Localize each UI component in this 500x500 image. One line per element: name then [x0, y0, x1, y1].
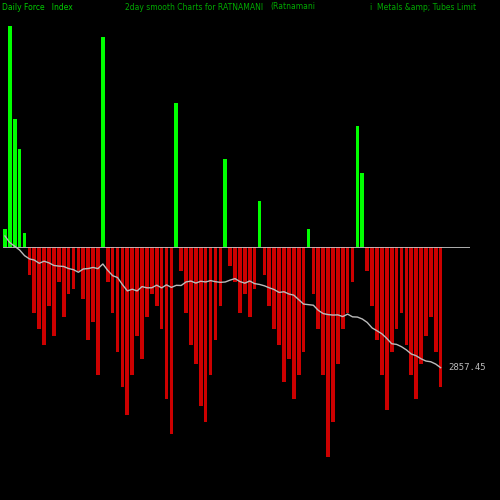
Bar [272, 248, 276, 329]
Bar [316, 248, 320, 329]
Bar [238, 248, 242, 312]
Bar [126, 248, 129, 415]
Bar [366, 248, 369, 270]
Bar [228, 248, 232, 266]
Bar [82, 248, 85, 298]
Bar [429, 248, 432, 317]
Bar [96, 248, 100, 376]
Text: 2857.45: 2857.45 [448, 363, 486, 372]
Bar [434, 248, 438, 352]
Bar [341, 248, 344, 329]
Bar [350, 248, 354, 282]
Bar [336, 248, 340, 364]
Bar [233, 248, 237, 282]
Bar [106, 248, 110, 282]
Bar [174, 102, 178, 248]
Bar [160, 248, 164, 329]
Bar [297, 248, 300, 376]
Bar [22, 234, 26, 247]
Bar [380, 248, 384, 376]
Bar [8, 26, 12, 248]
Bar [253, 248, 256, 289]
Bar [180, 248, 183, 270]
Bar [322, 248, 325, 376]
Bar [248, 248, 252, 317]
Bar [277, 248, 281, 345]
Bar [199, 248, 202, 406]
Bar [13, 119, 16, 248]
Bar [410, 248, 413, 376]
Bar [292, 248, 296, 399]
Bar [414, 248, 418, 399]
Bar [47, 248, 51, 306]
Bar [42, 248, 46, 345]
Bar [306, 228, 310, 248]
Bar [287, 248, 290, 359]
Bar [218, 248, 222, 306]
Bar [360, 172, 364, 248]
Bar [189, 248, 193, 345]
Bar [302, 248, 306, 352]
Bar [111, 248, 114, 312]
Bar [184, 248, 188, 312]
Bar [116, 248, 119, 352]
Bar [282, 248, 286, 382]
Bar [170, 248, 173, 434]
Bar [38, 248, 41, 329]
Bar [164, 248, 168, 399]
Bar [136, 248, 139, 336]
Bar [101, 38, 104, 248]
Bar [155, 248, 158, 306]
Bar [400, 248, 404, 312]
Bar [145, 248, 148, 317]
Bar [67, 248, 70, 294]
Bar [76, 248, 80, 270]
Bar [204, 248, 208, 422]
Text: Daily Force   Index: Daily Force Index [2, 2, 73, 12]
Bar [28, 248, 32, 275]
Bar [404, 248, 408, 345]
Bar [62, 248, 66, 317]
Bar [130, 248, 134, 376]
Bar [91, 248, 95, 322]
Bar [258, 200, 262, 248]
Bar [57, 248, 60, 282]
Bar [243, 248, 246, 294]
Bar [331, 248, 335, 422]
Bar [194, 248, 198, 364]
Bar [356, 126, 359, 248]
Bar [385, 248, 388, 410]
Text: i  Metals &amp; Tubes Limit: i Metals &amp; Tubes Limit [370, 2, 476, 12]
Bar [120, 248, 124, 387]
Bar [370, 248, 374, 306]
Bar [140, 248, 144, 359]
Bar [3, 228, 7, 248]
Bar [18, 150, 22, 248]
Text: (Ratnamani: (Ratnamani [270, 2, 315, 12]
Bar [52, 248, 56, 336]
Bar [208, 248, 212, 376]
Bar [224, 158, 227, 248]
Bar [394, 248, 398, 329]
Bar [424, 248, 428, 336]
Bar [268, 248, 271, 306]
Text: 2day smooth Charts for RATNAMANI: 2day smooth Charts for RATNAMANI [125, 2, 263, 12]
Bar [390, 248, 394, 352]
Bar [439, 248, 442, 387]
Bar [150, 248, 154, 294]
Bar [262, 248, 266, 275]
Bar [375, 248, 379, 340]
Bar [419, 248, 423, 364]
Bar [32, 248, 36, 312]
Bar [86, 248, 90, 340]
Bar [312, 248, 315, 294]
Bar [214, 248, 218, 340]
Bar [346, 248, 350, 312]
Bar [72, 248, 76, 289]
Bar [326, 248, 330, 457]
